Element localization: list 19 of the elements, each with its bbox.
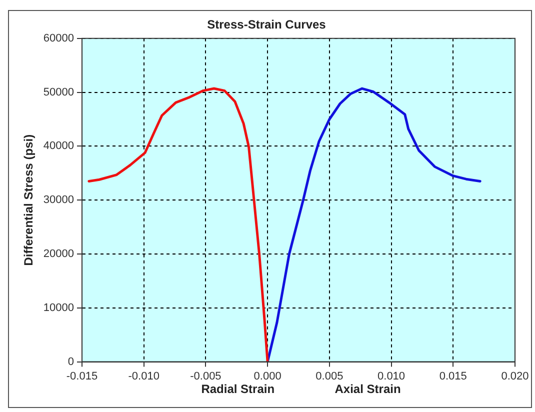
- x-tick-label: 0.000: [254, 370, 282, 382]
- x-tick-label: 0.005: [316, 370, 344, 382]
- chart-title: Stress-Strain Curves: [207, 18, 326, 32]
- y-tick-label: 0: [68, 356, 74, 368]
- y-tick-label: 40000: [43, 140, 74, 152]
- x-tick-label: 0.015: [439, 370, 467, 382]
- y-tick-label: 50000: [43, 86, 74, 98]
- y-tick-label: 60000: [43, 32, 74, 44]
- y-tick-label: 20000: [43, 248, 74, 260]
- x-tick-label: -0.010: [128, 370, 160, 382]
- x-tick-label: -0.015: [66, 370, 98, 382]
- x-tick-label: 0.020: [501, 370, 529, 382]
- y-axis-title: Differential Stress (psi): [22, 134, 36, 266]
- text: Radial Strain: [201, 382, 275, 396]
- y-tick-label: 10000: [43, 302, 74, 314]
- x-tick-label: 0.010: [378, 370, 406, 382]
- y-tick-label: 30000: [43, 194, 74, 206]
- x-tick-label: -0.005: [190, 370, 222, 382]
- text: Axial Strain: [334, 382, 401, 396]
